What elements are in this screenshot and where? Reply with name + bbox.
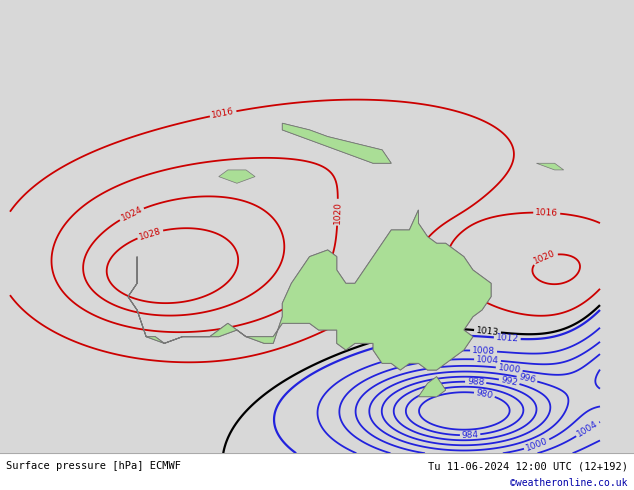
Text: 1028: 1028: [138, 226, 162, 242]
Polygon shape: [418, 377, 446, 397]
Text: Tu 11-06-2024 12:00 UTC (12+192): Tu 11-06-2024 12:00 UTC (12+192): [428, 461, 628, 471]
Text: 1024: 1024: [119, 205, 144, 223]
Text: 1016: 1016: [211, 107, 235, 121]
Text: 984: 984: [461, 430, 479, 440]
Text: 1020: 1020: [333, 201, 342, 224]
Text: 980: 980: [475, 388, 494, 400]
Polygon shape: [418, 377, 446, 397]
Text: 1000: 1000: [497, 363, 521, 375]
Text: 1004: 1004: [576, 419, 600, 439]
Polygon shape: [128, 210, 491, 370]
Polygon shape: [282, 123, 391, 163]
Text: Surface pressure [hPa] ECMWF: Surface pressure [hPa] ECMWF: [6, 461, 181, 471]
Text: 992: 992: [500, 375, 519, 388]
Text: 1000: 1000: [524, 437, 549, 453]
Text: 1008: 1008: [472, 346, 495, 356]
Polygon shape: [536, 163, 564, 170]
Polygon shape: [128, 210, 491, 370]
Text: 996: 996: [517, 372, 536, 385]
Text: 988: 988: [467, 377, 484, 387]
Polygon shape: [282, 123, 391, 163]
Text: ©weatheronline.co.uk: ©weatheronline.co.uk: [510, 478, 628, 489]
Text: 1016: 1016: [535, 208, 559, 218]
Text: 1013: 1013: [476, 326, 500, 337]
Text: 1004: 1004: [476, 355, 499, 365]
Polygon shape: [219, 170, 255, 183]
Text: 1020: 1020: [533, 248, 557, 266]
Text: 1012: 1012: [496, 333, 519, 343]
